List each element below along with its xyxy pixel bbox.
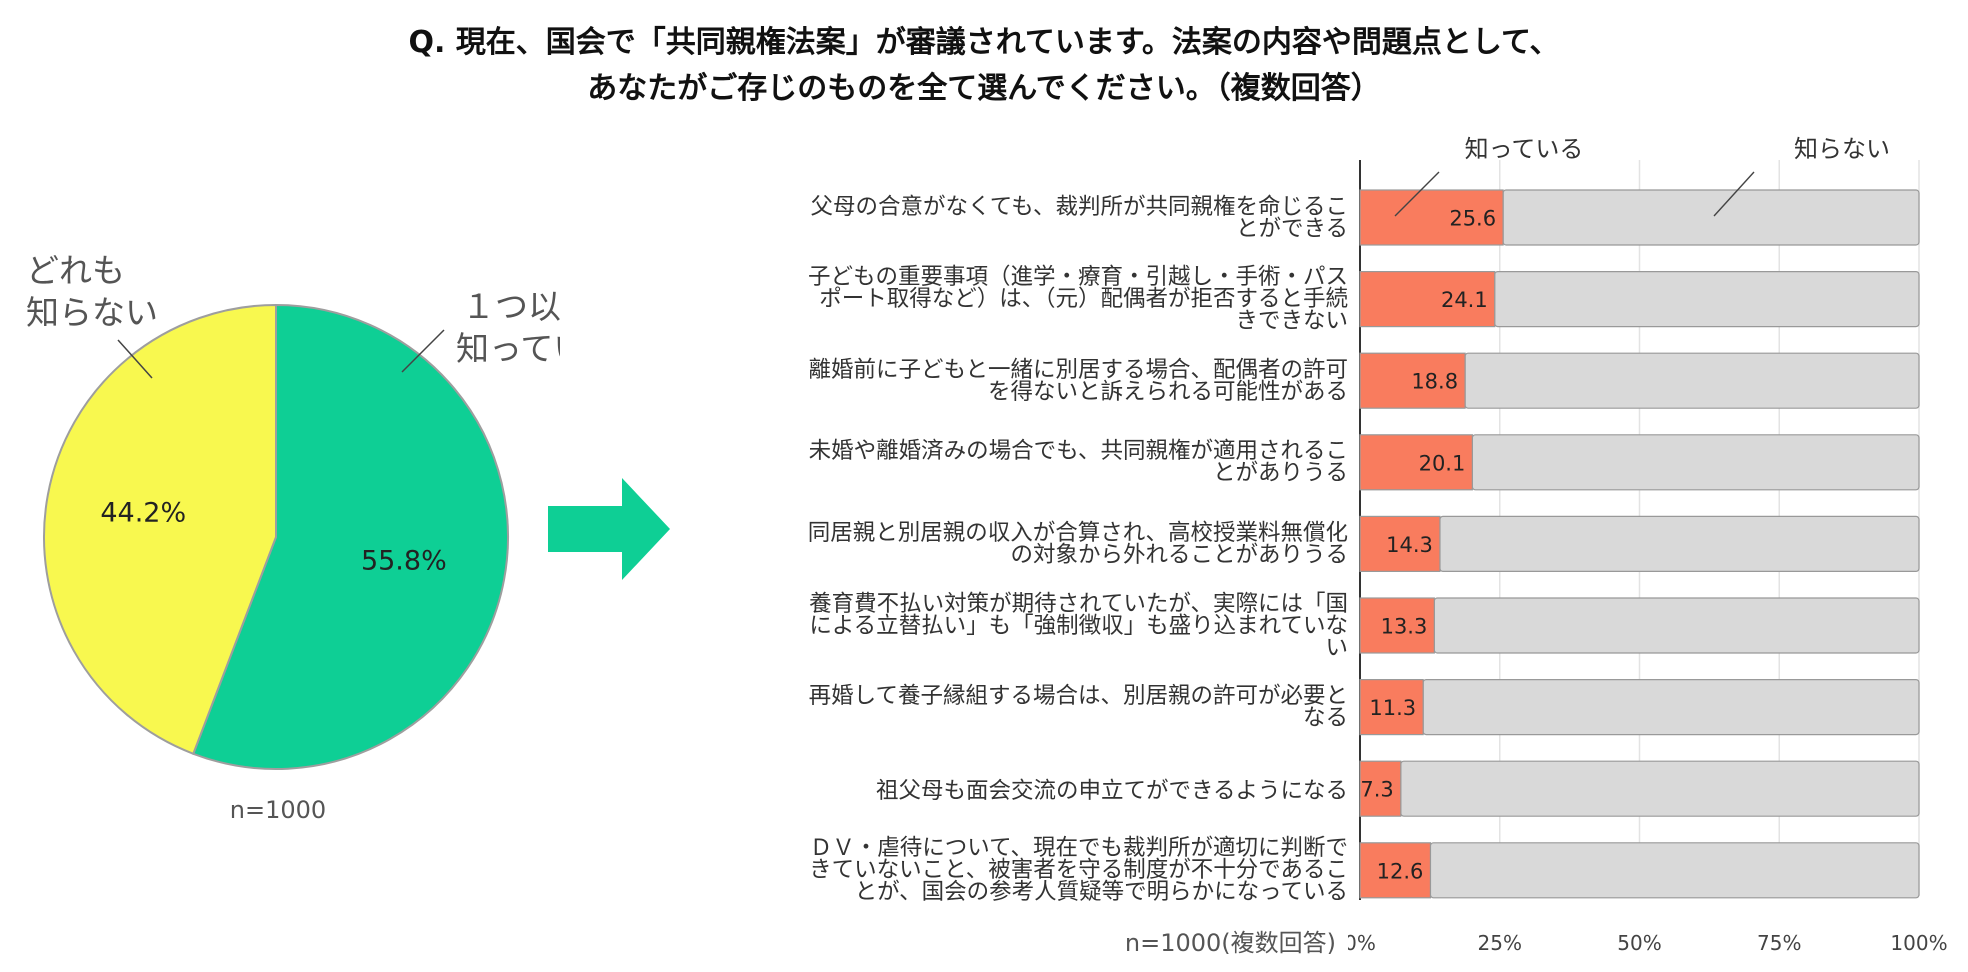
pie-category-label: どれも	[26, 251, 125, 290]
bar-value-label: 12.6	[1377, 859, 1424, 883]
category-label-line: の対象から外れることがありうる	[1010, 541, 1348, 568]
category-label-line: とができる	[1235, 215, 1348, 242]
category-label: 再婚して養子縁組する場合は、別居親の許可が必要と なる	[708, 683, 1348, 732]
category-label-line: なる	[1302, 705, 1348, 732]
pie-category-label: 知らない	[26, 293, 158, 332]
bar-dont-know	[1400, 760, 1920, 817]
bar-know	[1359, 189, 1504, 246]
x-tick-label: 0%	[1348, 931, 1376, 955]
legend-label: 知っている	[1465, 135, 1584, 163]
category-label-line: ポート取得など）は、（元）配偶者が拒否すると手続	[819, 286, 1348, 313]
category-label: 子どもの重要事項（進学・療育・引越し・手術・パス ポート取得など）は、（元）配偶者…	[708, 264, 1348, 335]
arrow-shape	[548, 478, 670, 580]
category-label-line: による立替払い」も「強制徴収」も盛り込まれていな	[809, 612, 1348, 639]
pie-sample-size: n=1000	[230, 796, 326, 824]
bar-dont-know	[1494, 271, 1920, 328]
bar-know	[1359, 597, 1435, 654]
category-label: 父母の合意がなくても、裁判所が共同親権を命じるこ とができる	[708, 193, 1348, 242]
category-label-line: 同居親と別居親の収入が合算され、高校授業料無償化	[807, 519, 1348, 546]
bar-dont-know	[1502, 189, 1920, 246]
bar-know	[1359, 434, 1473, 491]
pie-slice	[192, 303, 509, 770]
legend-leader-line	[1394, 171, 1440, 217]
bar-value-label: 13.3	[1381, 615, 1428, 639]
category-label-line: きできない	[1235, 308, 1348, 335]
category-label: 離婚前に子どもと一緒に別居する場合、配偶者の許可 を得ないと訴えられる可能性がある	[708, 356, 1348, 405]
pie-leader-line	[401, 329, 445, 373]
pie-slice	[43, 303, 277, 756]
category-label-line: ＤＶ・虐待について、現在でも裁判所が適切に判断で	[809, 835, 1348, 862]
pie-value-label: 55.8%	[361, 546, 447, 577]
bar-dont-know	[1464, 352, 1920, 409]
bar-value-label: 25.6	[1449, 207, 1496, 231]
bar-know	[1359, 678, 1424, 736]
category-label-line: 子どもの重要事項（進学・療育・引越し・手術・パス	[807, 264, 1348, 291]
category-label-line: 養育費不払い対策が期待されていたが、実際には「国	[809, 590, 1348, 617]
pie-value-label: 44.2%	[100, 498, 186, 529]
category-label: 同居親と別居親の収入が合算され、高校授業料無償化 の対象から外れることがありうる	[708, 519, 1348, 568]
category-label-line: きていないこと、被害者を守る制度が不十分であるこ	[809, 857, 1348, 884]
right-arrow-icon	[548, 478, 670, 580]
category-label: 養育費不払い対策が期待されていたが、実際には「国 による立替払い」も「強制徴収」も…	[708, 590, 1348, 661]
bar-dont-know	[1433, 597, 1920, 654]
bar-value-label: 20.1	[1419, 451, 1466, 475]
pie-category-label: 知っている	[456, 329, 560, 368]
category-label: ＤＶ・虐待について、現在でも裁判所が適切に判断で きていないこと、被害者を守る制度…	[708, 835, 1348, 906]
bar-know	[1359, 760, 1402, 817]
x-tick-label: 25%	[1478, 931, 1522, 955]
category-label-line: 離婚前に子どもと一緒に別居する場合、配偶者の許可	[808, 356, 1348, 383]
category-label-line: 父母の合意がなくても、裁判所が共同親権を命じるこ	[810, 193, 1348, 220]
bar-value-label: 18.8	[1411, 370, 1458, 394]
pie-category-label: １つ以上	[462, 287, 560, 326]
bar-know	[1359, 842, 1432, 899]
legend-label: 知らない	[1794, 135, 1890, 163]
category-label: 祖父母も面会交流の申立てができるようになる	[708, 777, 1348, 804]
bar-know	[1359, 271, 1496, 328]
bar-dont-know	[1471, 434, 1920, 491]
category-label-line: とがありうる	[1212, 460, 1348, 487]
category-label-line: 未婚や離婚済みの場合でも、共同親権が適用されるこ	[808, 438, 1348, 465]
chart-title: Q. 現在、国会で「共同親権法案」が審議されています。法案の内容や問題点として、…	[0, 20, 1968, 112]
x-tick-label: 50%	[1617, 931, 1661, 955]
title-line-2: あなたがご存じのものを全て選んでください。（複数回答）	[587, 71, 1381, 106]
bar-sample-size: n=1000(複数回答)	[1124, 929, 1336, 957]
bar-know	[1359, 515, 1441, 573]
bar-value-label: 7.3	[1360, 778, 1393, 802]
pie-leader-line	[117, 339, 153, 379]
title-line-1: Q. 現在、国会で「共同親権法案」が審議されています。法案の内容や問題点として、	[408, 25, 1560, 60]
bar-dont-know	[1439, 515, 1920, 573]
category-label-line: い	[1325, 634, 1348, 661]
category-label-line: を得ないと訴えられる可能性がある	[987, 378, 1348, 405]
category-label: 未婚や離婚済みの場合でも、共同親権が適用されるこ とがありうる	[708, 438, 1348, 487]
bar-dont-know	[1429, 842, 1920, 899]
category-label-line: 祖父母も面会交流の申立てができるようになる	[875, 777, 1348, 804]
bar-value-label: 14.3	[1386, 533, 1433, 557]
category-label-line: とが、国会の参考人質疑等で明らかになっている	[854, 879, 1348, 906]
bar-dont-know	[1422, 678, 1920, 736]
x-tick-label: 75%	[1757, 931, 1801, 955]
bar-value-label: 11.3	[1369, 696, 1416, 720]
x-tick-label: 100%	[1890, 931, 1947, 955]
bar-value-label: 24.1	[1441, 288, 1488, 312]
legend-leader-line	[1713, 171, 1755, 217]
category-label-line: 再婚して養子縁組する場合は、別居親の許可が必要と	[808, 683, 1348, 710]
bar-chart: 25.6 24.1 18.8 20.1 14.3 13.3 11.3 7.3 12.6 0% 25%…	[1348, 135, 1948, 955]
category-labels: 父母の合意がなくても、裁判所が共同親権を命じるこ とができる子どもの重要事項（進学…	[700, 0, 1348, 972]
bar-know	[1359, 352, 1466, 409]
